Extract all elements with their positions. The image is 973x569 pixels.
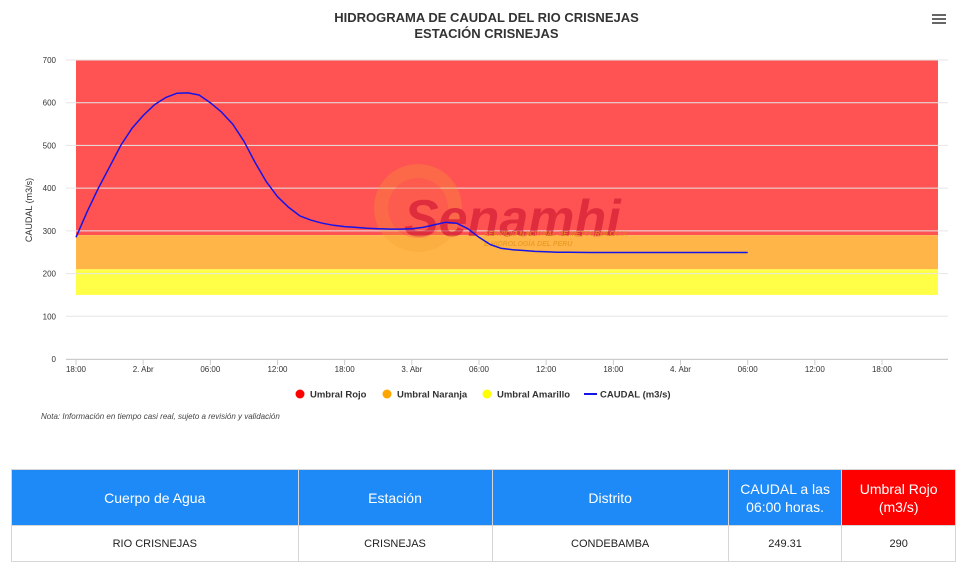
watermark-brand: Senamhi <box>404 190 622 248</box>
series <box>75 92 748 254</box>
x-tick-label-5: 3. Abr <box>401 365 422 374</box>
x-tick-label-9: 4. Abr <box>670 365 691 374</box>
legend-item-1[interactable]: Umbral Naranja <box>382 389 468 401</box>
y-tick-label-4: 400 <box>43 184 57 193</box>
x-tick-label-10: 06:00 <box>738 365 759 374</box>
cell-distrito: CONDEBAMBA <box>491 525 729 562</box>
legend-marker-2 <box>482 389 492 399</box>
y-tick-label-2: 200 <box>43 270 57 279</box>
watermark-subtitle-2: E HIDROLOGÍA DEL PERÚ <box>484 239 573 248</box>
chart-subtitle: ESTACIÓN CRISNEJAS <box>414 26 559 41</box>
x-tick-label-12: 18:00 <box>872 365 893 374</box>
y-tick-label-1: 100 <box>43 312 57 321</box>
y-tick-label-6: 600 <box>43 99 57 108</box>
x-tick-label-11: 12:00 <box>805 365 826 374</box>
chart-title: HIDROGRAMA DE CAUDAL DEL RIO CRISNEJAS <box>334 10 639 25</box>
hydrograph-chart: HIDROGRAMA DE CAUDAL DEL RIO CRISNEJAS E… <box>24 10 948 421</box>
header-caudal: CAUDAL a las 06:00 horas. <box>727 469 843 526</box>
y-tick-label-0: 0 <box>52 355 57 364</box>
legend-marker-1 <box>382 389 392 399</box>
y-axis-label: CAUDAL (m3/s) <box>24 178 34 242</box>
band-1 <box>76 235 938 270</box>
legend-marker-0 <box>295 389 305 399</box>
x-tick-label-6: 06:00 <box>469 365 490 374</box>
legend-item-3[interactable]: CAUDAL (m3/s) <box>584 390 671 401</box>
x-tick-label-0: 18:00 <box>66 365 87 374</box>
header-estacion: Estación <box>297 469 493 526</box>
axes: 0 100 200 300 400 500 600 700 18:00 2. Abr 06:00 12… <box>43 56 948 374</box>
legend-label-0: Umbral Rojo <box>310 390 367 401</box>
chart-plot: Senamhi SERVICIO NACIONAL DE METEOROLOGÍ… <box>24 56 948 401</box>
legend-item-2[interactable]: Umbral Amarillo <box>482 389 571 401</box>
legend: Umbral Rojo Umbral Naranja Umbral Amarillo… <box>295 389 671 401</box>
chart-note: Nota: Información en tiempo casi real, s… <box>41 412 280 421</box>
table-row: RIO CRISNEJAS CRISNEJAS CONDEBAMBA 249.3… <box>11 525 956 562</box>
x-tick-label-8: 18:00 <box>603 365 624 374</box>
threshold-bands <box>76 60 938 295</box>
x-tick-label-2: 06:00 <box>200 365 221 374</box>
header-distrito: Distrito <box>491 469 729 526</box>
band-0 <box>76 60 938 236</box>
x-tick-label-3: 12:00 <box>267 365 288 374</box>
watermark-subtitle-1: SERVICIO NACIONAL DE METEOROLOGÍA <box>484 229 627 238</box>
y-tick-label-7: 700 <box>43 56 57 65</box>
legend-label-1: Umbral Naranja <box>397 390 468 401</box>
station-table: Cuerpo de Agua Estación Distrito CAUDAL … <box>11 469 956 562</box>
x-tick-label-7: 12:00 <box>536 365 557 374</box>
table-header-row: Cuerpo de Agua Estación Distrito CAUDAL … <box>11 469 956 526</box>
y-tick-label-5: 500 <box>43 141 57 150</box>
cell-umbral: 290 <box>841 525 956 562</box>
legend-item-0[interactable]: Umbral Rojo <box>295 389 367 401</box>
legend-label-2: Umbral Amarillo <box>497 390 570 401</box>
sun-logo-icon <box>374 164 462 252</box>
cell-caudal: 249.31 <box>727 525 843 562</box>
cell-cuerpo: RIO CRISNEJAS <box>11 525 299 562</box>
x-tick-label-4: 18:00 <box>335 365 356 374</box>
hamburger-menu-icon[interactable] <box>932 14 946 26</box>
header-umbral-rojo: Umbral Rojo (m3/s) <box>841 469 956 526</box>
cell-estacion: CRISNEJAS <box>297 525 493 562</box>
y-tick-label-3: 300 <box>43 227 57 236</box>
header-cuerpo: Cuerpo de Agua <box>11 469 299 526</box>
series-line-0[interactable] <box>75 92 748 254</box>
x-tick-label-1: 2. Abr <box>133 365 154 374</box>
senamhi-watermark: Senamhi SERVICIO NACIONAL DE METEOROLOGÍ… <box>374 164 627 252</box>
legend-label-3: CAUDAL (m3/s) <box>600 390 671 401</box>
